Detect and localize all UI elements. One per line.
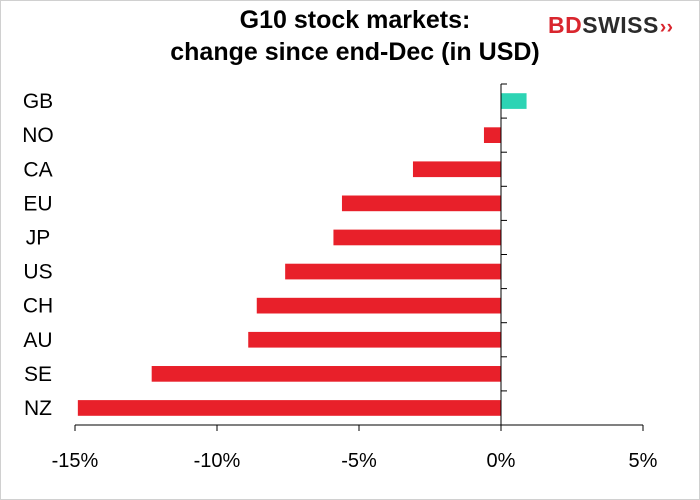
logo-arrows-icon: ›› bbox=[659, 17, 674, 38]
category-label-eu: EU bbox=[23, 192, 52, 215]
bar-eu bbox=[341, 195, 501, 212]
category-label-se: SE bbox=[24, 363, 52, 386]
x-tick-label: 5% bbox=[629, 450, 658, 472]
chart-title: G10 stock markets: change since end-Dec … bbox=[60, 4, 650, 68]
bar-se bbox=[151, 366, 501, 382]
bar-ca bbox=[412, 161, 501, 178]
x-tick-label: -10% bbox=[194, 450, 241, 472]
category-label-gb: GB bbox=[23, 90, 53, 113]
bdswiss-logo: BDSWISS›› bbox=[548, 12, 674, 39]
x-tick-label: -15% bbox=[52, 450, 99, 472]
chart-title-line-2: change since end-Dec (in USD) bbox=[170, 38, 540, 66]
x-tick-label: 0% bbox=[487, 450, 516, 472]
logo-text-bd: BD bbox=[548, 12, 583, 38]
bar-ch bbox=[256, 297, 501, 314]
category-label-au: AU bbox=[23, 329, 52, 352]
bar-us bbox=[285, 263, 501, 280]
bar-no bbox=[483, 127, 501, 143]
category-label-us: US bbox=[23, 261, 52, 284]
bar-gb bbox=[501, 93, 527, 109]
x-tick-label: -5% bbox=[341, 450, 377, 472]
bar-nz bbox=[77, 400, 501, 416]
logo-text-swiss: SWISS bbox=[582, 12, 659, 38]
category-label-nz: NZ bbox=[24, 397, 52, 420]
category-label-no: NO bbox=[22, 124, 54, 147]
category-label-ca: CA bbox=[23, 158, 52, 181]
category-label-ch: CH bbox=[23, 295, 53, 318]
bar-jp bbox=[333, 229, 501, 246]
bar-au bbox=[248, 331, 501, 348]
category-label-jp: JP bbox=[26, 226, 51, 249]
chart-title-line-1: G10 stock markets: bbox=[239, 6, 471, 34]
